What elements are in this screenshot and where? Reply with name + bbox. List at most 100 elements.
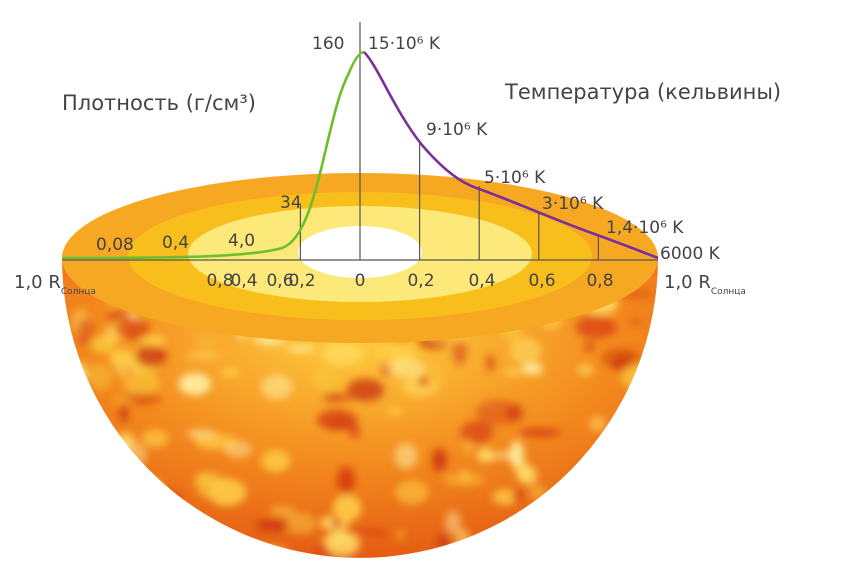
surface-spot [68,487,92,509]
surface-spot [387,407,403,415]
surface-spot [117,469,136,496]
surface-spot [386,359,426,378]
surface-spot [395,480,429,505]
surface-spot [332,494,362,522]
surface-spot [311,366,339,393]
surface-spot [477,448,495,463]
surface-spot [509,337,542,364]
density-label-4-0: 4,0 [228,231,255,251]
surface-spot [164,509,192,527]
surface-spot [185,351,222,361]
surface-spot [109,348,133,369]
surface-spot [331,393,353,403]
tick-left-0-2: 0,2 [288,271,315,291]
surface-spot [452,337,467,366]
surface-spot [589,415,607,433]
surface-spot [431,448,447,472]
density-label-34: 34 [280,193,302,213]
surface-spot [546,538,569,556]
axis-left-end-main: 1,0 R [14,272,61,293]
surface-spot [590,494,601,511]
surface-spot [492,489,519,505]
surface-spot [131,503,164,510]
axis-right-end-subscript: Солнца [711,287,746,297]
surface-spot [120,516,137,531]
surface-spot [261,449,291,473]
surface-spot [585,342,595,352]
surface-spot [62,548,88,558]
surface-spot [62,408,83,415]
surface-spot [426,364,446,391]
surface-spot [255,519,291,532]
surface-spot [269,506,296,516]
tick-right-0-6: 0,6 [528,271,555,291]
surface-spot [220,367,240,378]
surface-spot [509,440,524,468]
surface-spot [286,345,316,352]
surface-spot [634,391,644,417]
surface-spot [115,319,151,340]
temperature-label-9e6: 9·10⁶ K [426,120,488,140]
surface-spot [529,484,547,502]
surface-spot [347,378,385,402]
surface-spot [600,347,641,369]
surface-spot [139,334,167,347]
surface-spot [348,426,361,439]
surface-spot [112,395,134,404]
surface-spot [455,528,470,551]
surface-spot [106,488,149,504]
surface-spot [79,440,93,453]
surface-spot [495,525,520,551]
surface-spot [261,374,293,400]
surface-spot [193,472,225,487]
surface-spot [195,335,217,348]
temperature-curve [363,51,659,260]
surface-spot [141,429,169,448]
surface-spot [106,311,132,324]
surface-spot [443,472,485,487]
surface-spot [123,522,156,540]
surface-spot [122,372,161,395]
surface-spot [135,345,167,367]
surface-spot [124,478,164,485]
surface-spot [104,325,119,343]
temperature-label-3e6: 3·10⁶ K [542,194,604,214]
surface-spot [521,363,544,375]
surface-spot [327,421,360,430]
surface-spot [107,525,125,552]
tick-left-0-8: 0,8 [206,271,233,291]
axis-right-end-main: 1,0 R [664,272,711,293]
tick-left-0-4: 0,4 [230,271,257,291]
surface-spot [320,535,353,543]
tick-left-0-6: 0,6 [266,271,293,291]
surface-spot [119,404,129,423]
surface-spot [575,315,618,339]
surface-spot [576,364,594,376]
density-label-160: 160 [312,34,344,54]
surface-spot [321,343,364,367]
surface-spot [460,421,494,444]
surface-spot [620,363,655,390]
density-label-0-08: 0,08 [96,235,134,255]
temperature-label-6000: 6000 K [660,244,721,264]
surface-spot [617,440,638,454]
surface-spot [475,400,519,426]
surface-spot [282,512,318,535]
surface-spot [629,318,642,325]
surface-spot [154,491,183,511]
surface-spot [609,496,651,508]
density-title: Плотность (г/см³) [62,91,256,115]
radius-gridlines [299,22,600,260]
surface-spot [575,462,616,478]
temperature-label-15e6: 15·10⁶ K [368,34,441,54]
surface-spot [512,521,541,550]
surface-spot [396,528,406,542]
surface-spot [623,524,640,534]
surface-spot [346,529,390,536]
tick-center-0: 0 [355,271,366,291]
surface-spot [485,354,495,372]
temperature-label-1-4e6: 1,4·10⁶ K [606,218,684,238]
axis-left-end-label: 1,0 RСолнца [14,272,96,297]
density-curve [61,50,365,260]
